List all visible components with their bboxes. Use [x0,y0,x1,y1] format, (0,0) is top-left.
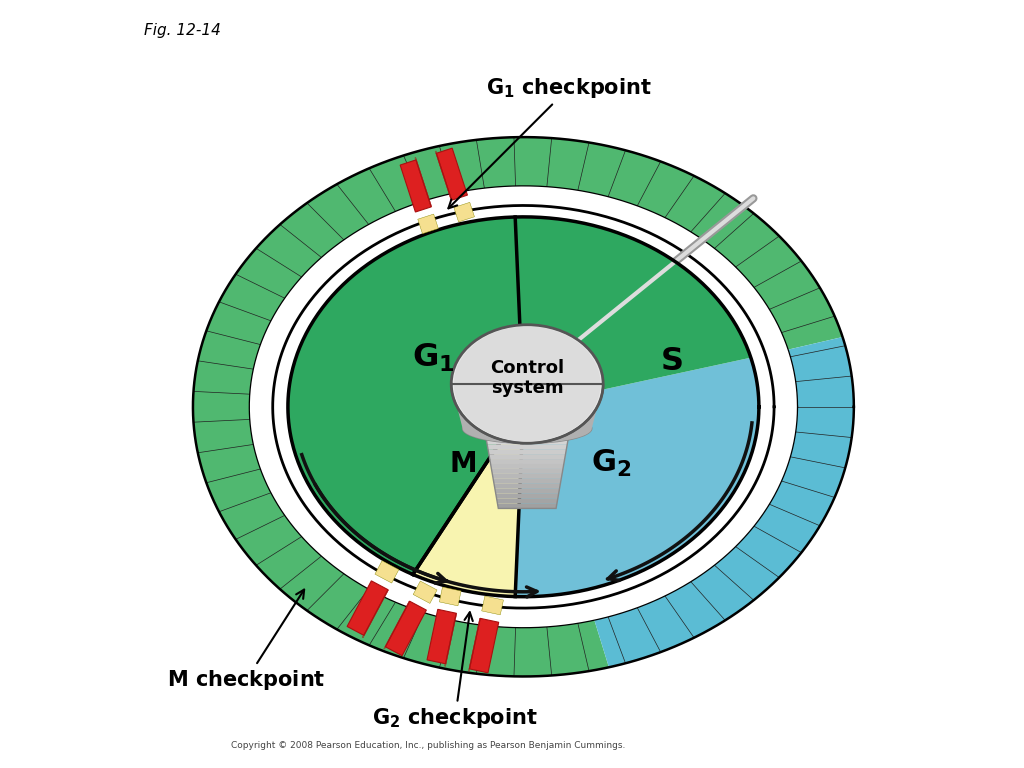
Ellipse shape [453,326,602,442]
Ellipse shape [452,325,603,443]
Polygon shape [489,459,564,464]
Polygon shape [375,561,398,583]
Polygon shape [427,609,457,664]
Polygon shape [594,337,854,667]
Ellipse shape [453,326,602,442]
Text: $\mathbf{M}$: $\mathbf{M}$ [450,450,476,478]
Polygon shape [418,214,438,233]
Polygon shape [485,435,569,439]
Polygon shape [493,474,562,478]
Polygon shape [416,157,431,207]
Polygon shape [250,187,797,627]
Ellipse shape [455,328,599,440]
Polygon shape [490,464,564,469]
Ellipse shape [452,326,602,442]
Polygon shape [288,217,751,574]
Ellipse shape [455,327,600,441]
Text: Copyright © 2008 Pearson Education, Inc., publishing as Pearson Benjamin Cumming: Copyright © 2008 Pearson Education, Inc.… [231,741,626,750]
Polygon shape [439,587,461,606]
Ellipse shape [453,326,602,442]
Polygon shape [481,596,504,615]
Ellipse shape [454,327,600,441]
Ellipse shape [454,326,601,442]
Text: $\mathbf{M}$ checkpoint: $\mathbf{M}$ checkpoint [167,590,326,692]
Polygon shape [488,454,565,459]
Polygon shape [384,601,410,649]
Ellipse shape [453,326,602,442]
Text: $\mathbf{G_2}$: $\mathbf{G_2}$ [591,449,631,479]
Polygon shape [487,444,567,449]
Ellipse shape [454,327,600,441]
Ellipse shape [454,326,601,442]
Polygon shape [347,581,388,635]
Polygon shape [494,484,560,488]
Polygon shape [435,151,452,200]
Polygon shape [400,160,431,212]
Polygon shape [492,469,563,474]
Polygon shape [385,601,426,656]
Polygon shape [496,494,559,498]
Ellipse shape [452,325,602,443]
Polygon shape [498,504,557,508]
Polygon shape [362,590,388,637]
Ellipse shape [455,327,600,441]
Polygon shape [486,439,568,444]
Polygon shape [288,217,523,597]
Polygon shape [413,407,523,597]
Text: $\mathbf{S}$: $\mathbf{S}$ [660,346,683,377]
Ellipse shape [455,327,600,441]
Text: $\mathbf{G_1}$: $\mathbf{G_1}$ [413,341,455,373]
Ellipse shape [463,414,592,443]
Ellipse shape [454,326,601,442]
Polygon shape [436,148,467,200]
Ellipse shape [454,326,601,442]
Polygon shape [452,384,603,443]
Polygon shape [193,137,843,677]
Ellipse shape [453,326,601,442]
Text: Control
system: Control system [490,359,564,397]
Ellipse shape [452,325,603,443]
Polygon shape [495,488,559,494]
Ellipse shape [452,325,603,443]
Polygon shape [488,449,566,454]
Polygon shape [469,618,499,673]
Polygon shape [454,202,474,222]
Text: $\mathbf{G_2}$ checkpoint: $\mathbf{G_2}$ checkpoint [372,612,538,730]
Text: $\mathbf{G_1}$ checkpoint: $\mathbf{G_1}$ checkpoint [449,76,652,208]
Polygon shape [515,358,759,597]
Text: Fig. 12-14: Fig. 12-14 [143,23,220,38]
Polygon shape [494,478,561,484]
Polygon shape [445,614,457,667]
Polygon shape [469,618,480,671]
Polygon shape [497,498,558,504]
Polygon shape [413,581,437,604]
